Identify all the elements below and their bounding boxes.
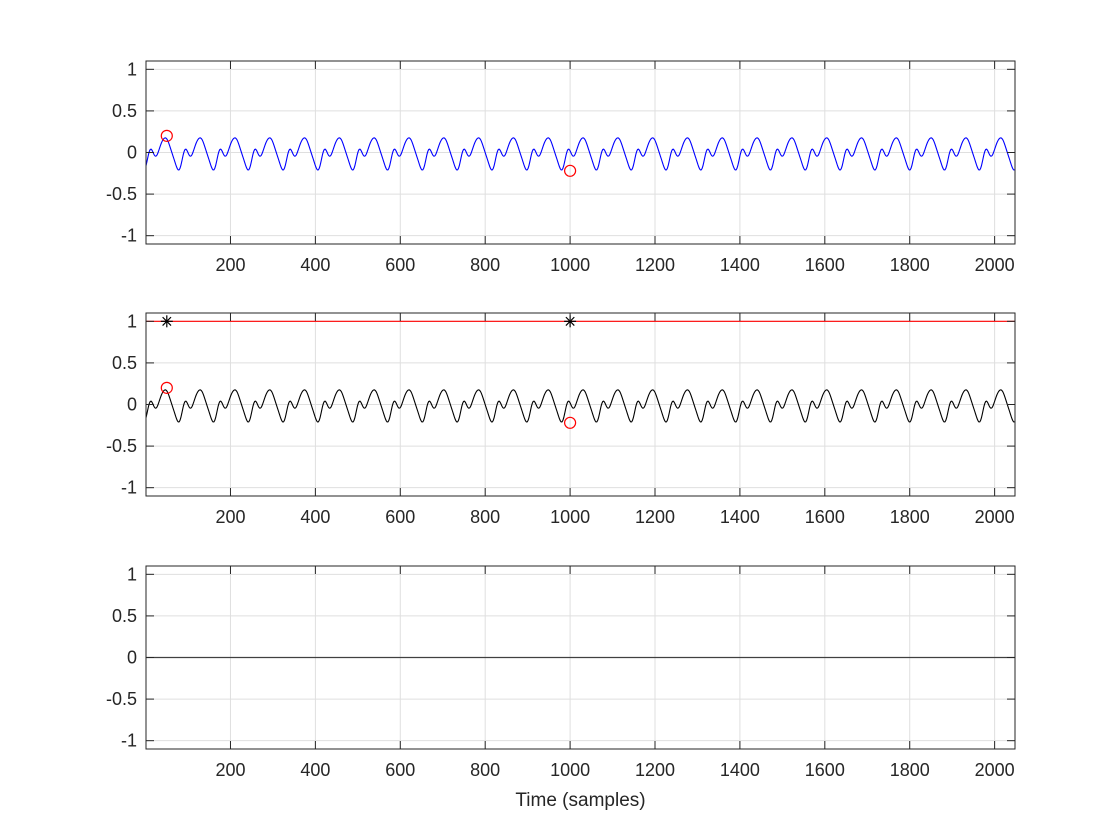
x-tick-label: 2000 [975,507,1015,527]
y-tick-label: -0.5 [106,689,137,709]
y-tick-label: -1 [121,478,137,498]
x-tick-label: 600 [385,255,415,275]
x-tick-label: 200 [215,507,245,527]
x-tick-label: 1200 [635,760,675,780]
x-tick-label: 2000 [975,760,1015,780]
data-layer [146,129,1015,177]
x-tick-label: 1400 [720,255,760,275]
x-tick-label: 1600 [805,255,845,275]
x-tick-label: 200 [215,255,245,275]
y-tick-label: 1 [127,59,137,79]
x-tick-label: 1600 [805,507,845,527]
y-tick-label: 0.5 [112,606,137,626]
x-tick-label: 1400 [720,507,760,527]
x-tick-label: 1000 [550,255,590,275]
y-tick-label: -1 [121,226,137,246]
circle-marker [160,129,173,142]
asterisk-stroke [565,316,575,326]
x-tick-label: 2000 [975,255,1015,275]
x-tick-label: 1200 [635,507,675,527]
x-tick-label: 400 [300,507,330,527]
y-tick-label: -0.5 [106,436,137,456]
circle-marker [563,416,577,429]
subplot-1: 200 400 600 800 1000 1200 1400 1600 1800 2000 1 0.5… [106,59,1016,275]
x-tick-label: 600 [385,507,415,527]
x-tick-label: 1600 [805,760,845,780]
asterisk-stroke [162,316,172,326]
y-tick-label: 0.5 [112,353,137,373]
x-tick-label: 200 [215,760,245,780]
x-tick-label: 1800 [890,255,930,275]
x-tick-label: 1800 [890,507,930,527]
signal-line [146,389,1015,423]
circle-marker [563,164,577,177]
y-tick-label: 0.5 [112,101,137,121]
x-tick-label: 800 [470,507,500,527]
y-tick-label: 0 [127,648,137,668]
x-tick-label: 400 [300,760,330,780]
y-tick-label: 0 [127,395,137,415]
y-tick-label: 0 [127,143,137,163]
subplot-3: 200 400 600 800 1000 1200 1400 1600 1800 2000 1 0.5… [106,564,1016,811]
x-axis-label: Time (samples) [515,790,645,811]
y-tick-label: -0.5 [106,184,137,204]
x-tick-label: 1000 [550,760,590,780]
x-tick-label: 400 [300,255,330,275]
signal-line [146,137,1015,171]
x-tick-label: 800 [470,255,500,275]
x-tick-label: 800 [470,760,500,780]
x-tick-label: 1400 [720,760,760,780]
x-tick-label: 1800 [890,760,930,780]
y-tick-label: -1 [121,731,137,751]
x-tick-label: 1200 [635,255,675,275]
y-tick-label: 1 [127,564,137,584]
x-tick-label: 1000 [550,507,590,527]
subplot-2: 200 400 600 800 1000 1200 1400 1600 1800 2000 1 0.5… [106,311,1016,527]
circle-marker [160,381,173,394]
y-tick-label: 1 [127,311,137,331]
data-layer [146,315,1015,429]
asterisk-marker [160,315,173,328]
x-tick-label: 600 [385,760,415,780]
